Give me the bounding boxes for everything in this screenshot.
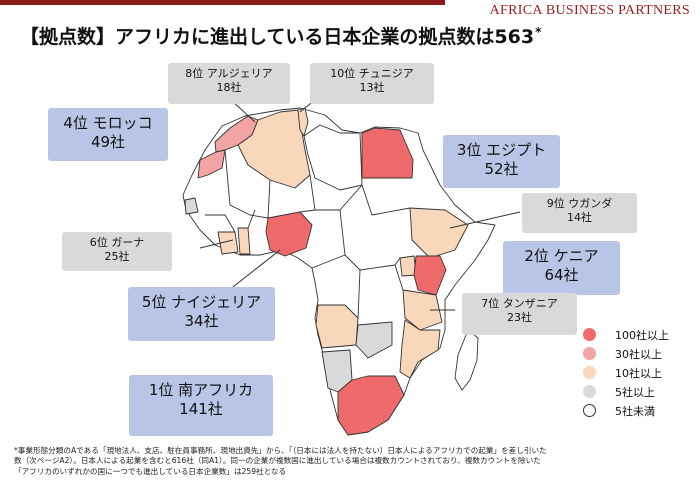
country-uganda (399, 255, 417, 277)
brand-logo: AFRICA BUSINESS PARTNERS (489, 3, 690, 18)
label-morocco: 4位 モロッコ 49社 (48, 108, 168, 161)
legend-item-5: 5社以上 (583, 383, 693, 401)
madagascar (454, 329, 479, 391)
label-egypt: 3位 エジプト 52社 (443, 135, 560, 188)
legend-item-under5: 5社未満 (583, 402, 693, 420)
country-ethiopia (409, 207, 469, 259)
legend-item-30: 30社以上 (583, 345, 693, 363)
footnote-line-2: 数（次ページA2）。日本人による起業を含むと616社（同A1）。同一の企業が複数… (14, 456, 541, 466)
country-tanzania (402, 289, 443, 331)
country-cote-divoire (217, 231, 239, 255)
label-south-africa: 1位 南アフリカ 141社 (129, 375, 273, 436)
label-kenya: 2位 ケニア 64社 (503, 241, 620, 295)
country-ghana (237, 227, 251, 255)
footnote-line-1: *事業形態分類のAである「現地法人、支店、駐在員事務所、現地出資先」から、「（日… (14, 446, 547, 455)
label-nigeria: 5位 ナイジェリア 34社 (128, 287, 275, 341)
country-egypt (361, 127, 414, 179)
legend-swatch-100 (583, 328, 596, 341)
country-south-africa (337, 375, 405, 436)
legend-swatch-30 (583, 347, 596, 360)
label-uganda: 9位 ウガンダ 14社 (522, 193, 637, 233)
page-title: 【拠点数】アフリカに進出している日本企業の拠点数は563* (20, 22, 541, 49)
country-western-sahara (197, 149, 226, 179)
title-footnote-mark: * (535, 24, 542, 39)
header-accent-bar (0, 0, 445, 5)
label-tunisia: 10位 チュニジア 13社 (310, 63, 434, 104)
page-title-text: 【拠点数】アフリカに進出している日本企業の拠点数は563 (20, 26, 535, 48)
label-ghana: 6位 ガーナ 25社 (62, 232, 172, 271)
label-tanzania: 7位 タンザニア 23社 (462, 293, 577, 335)
footnote: *事業形態分類のAである「現地法人、支店、駐在員事務所、現地出資先」から、「（日… (14, 446, 694, 477)
country-zambia (355, 321, 393, 359)
country-senegal (184, 197, 199, 215)
legend-item-100: 100社以上 (583, 326, 693, 344)
footnote-line-3: 「アフリカのいずれかの国に一つでも進出している日本企業数」は259社となる (14, 466, 287, 476)
country-angola (315, 304, 359, 349)
label-algeria: 8位 アルジェリア 18社 (168, 63, 290, 104)
legend-item-10: 10社以上 (583, 364, 693, 382)
legend-swatch-10 (583, 366, 596, 379)
country-mozambique (399, 319, 441, 379)
legend-swatch-5 (583, 385, 596, 398)
legend-swatch-under5 (583, 404, 596, 417)
